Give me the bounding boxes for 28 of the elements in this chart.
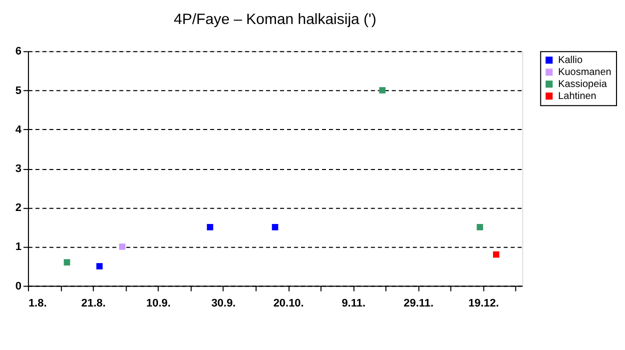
y-tick-label: 3 xyxy=(15,162,22,175)
y-tick-label: 5 xyxy=(15,84,22,97)
x-tick-label: 9.11. xyxy=(342,297,366,310)
point xyxy=(476,224,484,230)
point xyxy=(64,259,70,266)
x-tick-label: 20.10. xyxy=(273,297,304,310)
point xyxy=(206,224,214,230)
y-tick-label: 4 xyxy=(15,124,22,136)
point xyxy=(96,263,103,270)
point xyxy=(492,251,500,258)
chart-title: 4P/Faye – Koman halkaisija (') xyxy=(174,11,376,28)
x-tick-label: 21.8. xyxy=(81,297,106,310)
y-tick-label: 1 xyxy=(15,241,22,254)
point xyxy=(272,224,278,230)
x-tick-label: 10.9. xyxy=(146,297,171,310)
x-tick-label: 19.12. xyxy=(468,297,499,310)
legend-label: Kuosmanen xyxy=(558,67,612,78)
legend-label: Kassiopeia xyxy=(558,79,608,90)
x-tick-label: 1.8. xyxy=(28,297,47,310)
legend-label: Lahtinen xyxy=(558,91,596,102)
y-tick-label: 6 xyxy=(15,46,22,58)
x-tick-label: 30.9. xyxy=(211,297,236,310)
point xyxy=(379,87,386,94)
y-tick-label: 0 xyxy=(15,280,22,292)
x-tick-label: 29.11. xyxy=(404,297,434,310)
y-tick-label: 2 xyxy=(15,202,22,214)
legend-label: Kallio xyxy=(558,55,583,66)
point xyxy=(119,244,126,250)
